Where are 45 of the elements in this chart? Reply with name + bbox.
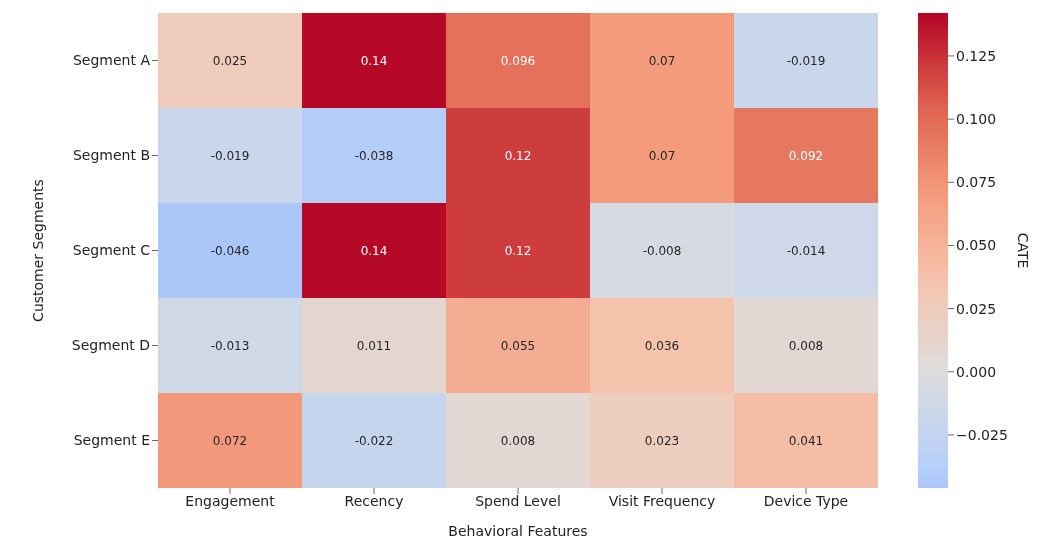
y-axis-title: Customer Segments	[29, 179, 46, 322]
data-label: 0.07	[648, 148, 676, 163]
data-label: 0.008	[500, 433, 536, 448]
color-bar-label: 0.025	[956, 300, 997, 317]
color-bar-title: CATE	[1015, 232, 1032, 269]
data-label: 0.008	[788, 338, 824, 353]
data-label: 0.14	[360, 53, 388, 68]
data-label: -0.008	[642, 243, 682, 258]
y-tick-label: Segment C	[72, 242, 151, 259]
color-bar-label: 0.000	[956, 363, 997, 380]
data-label: 0.092	[788, 148, 824, 163]
x-tick-label: Recency	[344, 492, 404, 509]
x-axis-title: Behavioral Features	[448, 523, 588, 539]
data-label: 0.072	[212, 433, 248, 448]
data-label: -0.014	[786, 243, 826, 258]
data-label: 0.12	[504, 148, 532, 163]
x-tick-label: Engagement	[185, 492, 276, 509]
color-bar-label: 0.125	[956, 47, 997, 64]
y-tick-label: Segment D	[71, 337, 150, 354]
y-tick-label: Segment E	[73, 432, 150, 449]
data-label: 0.055	[500, 338, 536, 353]
color-bar-label: 0.100	[956, 111, 997, 128]
color-bar-label: 0.050	[956, 237, 997, 254]
data-label: -0.019	[210, 148, 250, 163]
data-label: 0.096	[500, 53, 536, 68]
data-label: 0.025	[212, 53, 248, 68]
data-label: 0.011	[356, 338, 392, 353]
x-tick-label: Visit Frequency	[608, 492, 716, 509]
data-label: 0.023	[644, 433, 680, 448]
x-tick-label: Spend Level	[475, 492, 561, 509]
x-tick-label: Device Type	[763, 492, 849, 509]
data-label: 0.12	[504, 243, 532, 258]
data-label: -0.013	[210, 338, 250, 353]
color-bar-label: 0.075	[956, 174, 997, 191]
data-label: 0.14	[360, 243, 388, 258]
data-label: 0.041	[788, 433, 824, 448]
y-tick-label: Segment A	[72, 52, 151, 69]
data-label: 0.07	[648, 53, 676, 68]
y-tick-label: Segment B	[72, 147, 150, 164]
data-label: 0.036	[644, 338, 680, 353]
data-label: -0.046	[210, 243, 250, 258]
color-bar-label: −0.025	[956, 426, 1008, 443]
data-label: -0.022	[354, 433, 394, 448]
data-label: -0.038	[354, 148, 394, 163]
data-label: -0.019	[786, 53, 826, 68]
